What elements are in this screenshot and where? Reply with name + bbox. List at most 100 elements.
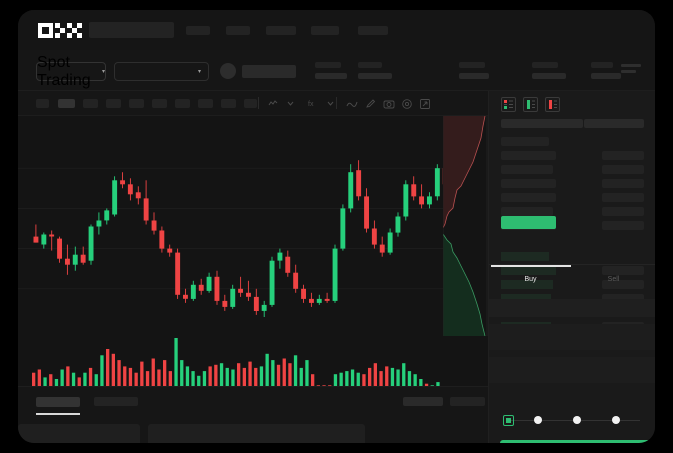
nav-item-4[interactable]: [358, 26, 388, 35]
price-input-field[interactable]: [489, 324, 655, 350]
market-stat-value: [532, 73, 566, 79]
timeframe-chip-3[interactable]: [106, 99, 121, 108]
market-type-label: Spot Trading: [37, 53, 91, 89]
timeframe-chip-1[interactable]: [58, 99, 75, 108]
market-stat-value: [358, 73, 392, 79]
orderbook-size-value: [602, 193, 644, 202]
market-type-dropdown[interactable]: Spot Trading ▾: [36, 54, 106, 89]
orderbook-ask-row[interactable]: [501, 137, 549, 146]
market-stat-2: [459, 62, 489, 79]
slider-step-1[interactable]: [534, 416, 542, 424]
market-stat-label: [459, 62, 485, 68]
orderbook-size-value: [602, 179, 644, 188]
market-header: Spot Trading ▾ ▾: [18, 50, 655, 91]
orderbook-ask-row[interactable]: [501, 193, 556, 202]
order-book-and-form-panel: Buy Sell: [488, 91, 655, 443]
orderbook-size-value: [602, 221, 644, 230]
top-navigation-bar: [18, 10, 655, 50]
orderbook-ask-row[interactable]: [501, 165, 553, 174]
orders-panel: [18, 386, 488, 443]
orderbook-bid-row[interactable]: [501, 252, 549, 261]
orderbook-header-right: [584, 119, 644, 128]
token-avatar: [220, 63, 236, 79]
timeframe-chip-0[interactable]: [36, 99, 49, 108]
bottom-action-1[interactable]: [450, 397, 485, 406]
timeframe-chip-9[interactable]: [244, 99, 257, 108]
orderbook-view-toggles: [501, 97, 560, 112]
bottom-tab-0[interactable]: [36, 397, 80, 407]
orderbook-bids-icon[interactable]: [523, 97, 538, 112]
candlestick-chart: [18, 160, 488, 386]
orderbook-size-value: [602, 207, 644, 216]
market-stat-label: [315, 62, 341, 68]
market-stat-value: [591, 73, 621, 79]
orderbook-size-value: [602, 165, 644, 174]
orderbook-size-value: [602, 266, 644, 275]
pencil-icon[interactable]: [363, 96, 378, 111]
orderbook-size-value: [602, 280, 644, 289]
slider-step-3[interactable]: [612, 416, 620, 424]
nav-item-3[interactable]: [311, 26, 339, 35]
app-screen: Spot Trading ▾ ▾ fx: [18, 10, 655, 443]
last-price-value: [242, 65, 296, 78]
amount-input-field[interactable]: [489, 357, 655, 383]
settings-gear-icon[interactable]: [399, 96, 414, 111]
search-input[interactable]: [89, 22, 174, 38]
indicators-icon[interactable]: fx: [305, 96, 320, 111]
candlestick-chart-icon[interactable]: [266, 96, 281, 111]
orderbook-size-value: [602, 151, 644, 160]
svg-text:fx: fx: [308, 101, 314, 108]
timeframe-chip-7[interactable]: [198, 99, 213, 108]
market-stat-label: [532, 62, 558, 68]
orderbook-both-icon[interactable]: [501, 97, 516, 112]
nav-item-0[interactable]: [186, 26, 210, 35]
depth-chart-overlay: [442, 115, 488, 337]
trading-pair-dropdown[interactable]: ▾: [114, 62, 209, 81]
bottom-action-0[interactable]: [403, 397, 443, 406]
nav-item-1[interactable]: [226, 26, 250, 35]
orderbook-bid-row[interactable]: [501, 294, 551, 303]
market-stat-label: [591, 62, 613, 68]
timeframe-chip-8[interactable]: [221, 99, 236, 108]
market-stat-value: [315, 73, 347, 79]
timeframe-chip-5[interactable]: [152, 99, 167, 108]
market-stat-label: [358, 62, 382, 68]
buy-tab-active-underline: [491, 265, 571, 267]
orderbook-ask-row[interactable]: [501, 151, 556, 160]
slider-step-0-active[interactable]: [503, 415, 514, 426]
market-stat-1: [358, 62, 392, 79]
market-stat-4: [591, 62, 621, 79]
line-chart-icon[interactable]: [344, 96, 359, 111]
timeframe-chip-6[interactable]: [175, 99, 190, 108]
chevron-down-icon: ▾: [101, 68, 105, 75]
chevron-down-icon: ▾: [197, 69, 201, 75]
indicators-chevron-icon[interactable]: [323, 96, 338, 111]
orderbook-ask-row[interactable]: [501, 179, 556, 188]
orderbook-bid-row[interactable]: [501, 266, 556, 275]
buy-sell-tabs: Buy Sell: [489, 264, 655, 293]
nav-item-2[interactable]: [266, 26, 296, 35]
camera-icon[interactable]: [381, 96, 396, 111]
bottom-tab-active-underline: [36, 413, 80, 415]
tab-sell[interactable]: Sell: [607, 276, 620, 283]
fullscreen-icon[interactable]: [417, 96, 432, 111]
spread-price-highlight: [501, 216, 556, 229]
bottom-tab-1[interactable]: [94, 397, 138, 406]
place-order-button[interactable]: [500, 440, 650, 443]
timeframe-chip-4[interactable]: [129, 99, 144, 108]
orderbook-asks-icon[interactable]: [545, 97, 560, 112]
market-stat-value: [459, 73, 489, 79]
price-chart-panel[interactable]: [18, 115, 488, 386]
orderbook-size-value: [602, 294, 644, 303]
slider-step-2[interactable]: [573, 416, 581, 424]
okx-logo[interactable]: [38, 23, 82, 38]
timeframe-chip-2[interactable]: [83, 99, 98, 108]
order-type-field[interactable]: [489, 299, 655, 317]
orderbook-bid-row[interactable]: [501, 280, 553, 289]
chart-type-chevron-icon[interactable]: [283, 96, 298, 111]
market-stat-3: [532, 62, 566, 79]
orderbook-ask-row[interactable]: [501, 207, 553, 216]
orderbook-header-left[interactable]: [501, 119, 583, 128]
hamburger-icon[interactable]: [621, 64, 641, 76]
tab-buy[interactable]: Buy: [524, 276, 537, 283]
